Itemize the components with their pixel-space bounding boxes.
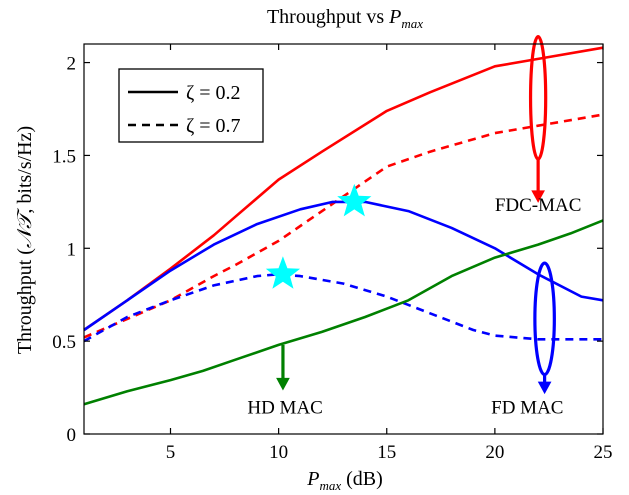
x-axis-label-unit: (dB): [341, 468, 383, 490]
star-marker-1: [265, 256, 301, 289]
x-tick-label-25: 25: [594, 442, 613, 463]
ellipse-fdc-mac: [528, 34, 548, 161]
axis-ticks: 5 10 15 20 25 0 0.5 1 1.5 2: [52, 44, 613, 463]
y-tick-label-1: 0.5: [52, 332, 76, 353]
star-marker-0: [337, 183, 372, 217]
y-tick-label-4: 2: [67, 54, 77, 75]
annotations: FDC-MAC FD MAC HD MAC: [247, 34, 582, 419]
chart-title-prefix: Throughput vs: [267, 6, 389, 28]
series-line-4: [83, 219, 604, 406]
x-tick-label-10: 10: [269, 442, 288, 463]
series-line-2: [83, 200, 604, 332]
y-axis-label-prefix: Throughput (: [14, 248, 36, 354]
series-line-1: [83, 113, 604, 339]
legend-box: [118, 68, 264, 143]
x-tick-label-20: 20: [485, 442, 504, 463]
y-tick-label-2: 1: [67, 239, 77, 260]
annotation-label-fd-mac: FD MAC: [491, 398, 563, 419]
legend-label-zeta-0-2: ζ = 0.2: [186, 82, 241, 104]
x-axis-label-sub: max: [319, 478, 341, 493]
annotation-label-fdc-mac: FDC-MAC: [495, 195, 582, 216]
x-axis-label: Pmax (dB): [306, 468, 383, 493]
annotation-label-hd-mac: HD MAC: [247, 398, 322, 419]
y-tick-label-0: 0: [67, 425, 77, 446]
series-line-3: [83, 272, 603, 343]
series-line-0: [83, 46, 604, 332]
x-tick-label-15: 15: [377, 442, 396, 463]
plot-area: [83, 46, 604, 406]
x-axis-label-var: P: [306, 468, 319, 490]
arrow-head-hd-mac: [276, 377, 290, 391]
y-tick-label-3: 1.5: [52, 146, 76, 167]
legend: ζ = 0.2 ζ = 0.7: [118, 68, 264, 143]
axes-frame: [83, 43, 604, 435]
ellipse-fd-mac: [533, 261, 556, 377]
arrow-head-fdc-mac: [531, 190, 545, 203]
chart-title: Throughput vs Pmax: [267, 6, 423, 31]
chart-title-var: P: [388, 6, 401, 28]
legend-label-zeta-0-7: ζ = 0.7: [186, 115, 241, 137]
x-tick-label-5: 5: [166, 442, 176, 463]
y-axis-label-suffix: , bits/s/Hz): [14, 126, 36, 214]
chart-title-sub: max: [401, 16, 423, 31]
arrow-head-fd-mac: [537, 381, 552, 395]
y-axis-label-math: 𝒩𝒯: [14, 207, 36, 248]
y-axis-label: Throughput (𝒩𝒯, bits/s/Hz): [14, 126, 36, 354]
